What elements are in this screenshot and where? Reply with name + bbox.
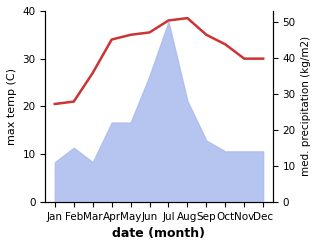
X-axis label: date (month): date (month)	[113, 227, 205, 240]
Y-axis label: med. precipitation (kg/m2): med. precipitation (kg/m2)	[301, 36, 311, 176]
Y-axis label: max temp (C): max temp (C)	[7, 68, 17, 145]
